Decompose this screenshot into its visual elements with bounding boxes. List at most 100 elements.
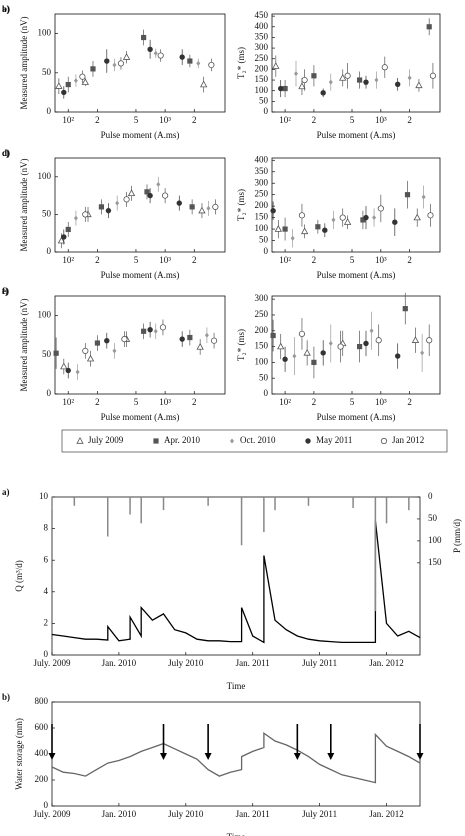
y-tick-label: 0 bbox=[47, 106, 52, 116]
plot-frame bbox=[54, 13, 226, 113]
x-axis-label: Time bbox=[227, 681, 246, 691]
marker bbox=[339, 73, 347, 81]
marker bbox=[298, 330, 306, 338]
y-tick-label: 100 bbox=[255, 356, 269, 366]
x-tick-label: 10³ bbox=[375, 115, 387, 125]
marker bbox=[76, 436, 84, 444]
marker bbox=[187, 58, 193, 64]
y2-axis-label: P (mm/d) bbox=[452, 519, 462, 553]
y-tick-label: 200 bbox=[35, 774, 49, 784]
y-tick-label: 0 bbox=[47, 246, 52, 256]
x-axis-label: Pulse moment (A.ms) bbox=[317, 412, 396, 422]
y-tick-label: 6 bbox=[44, 554, 49, 564]
data-line bbox=[51, 731, 421, 784]
y-tick-label: 400 bbox=[255, 21, 269, 31]
plot-frame bbox=[51, 701, 421, 807]
marker bbox=[81, 78, 89, 85]
y-tick-label: 250 bbox=[255, 189, 269, 199]
x-tick-label: 10³ bbox=[159, 255, 171, 265]
y-tick-label: 350 bbox=[255, 31, 269, 41]
marker bbox=[65, 81, 71, 88]
x-axis-label: Pulse moment (A.ms) bbox=[317, 130, 396, 140]
y-tick-label: 400 bbox=[255, 154, 269, 164]
marker bbox=[75, 369, 80, 375]
panel-label: d) bbox=[2, 148, 10, 158]
marker bbox=[298, 212, 306, 219]
y2-tick-label: 150 bbox=[428, 557, 442, 567]
x-tick-label: Jan. 2010 bbox=[102, 658, 137, 668]
marker bbox=[331, 217, 336, 223]
marker bbox=[200, 80, 208, 88]
marker bbox=[144, 189, 150, 195]
x-tick-label: Jan. 2012 bbox=[369, 809, 404, 819]
marker bbox=[300, 227, 309, 235]
x-tick-label: Jan. 2011 bbox=[236, 658, 270, 668]
marker bbox=[86, 354, 95, 362]
y-tick-label: 0 bbox=[264, 388, 269, 398]
legend-label: Jan 2012 bbox=[392, 435, 424, 445]
marker bbox=[407, 75, 412, 81]
arrow-head bbox=[327, 753, 335, 760]
marker bbox=[57, 236, 66, 244]
marker bbox=[94, 340, 101, 346]
y-tick-label: 300 bbox=[255, 293, 269, 303]
marker bbox=[55, 82, 63, 89]
y-tick-label: 100 bbox=[255, 223, 269, 233]
x-tick-label: 10² bbox=[279, 115, 291, 125]
x-tick-label: Jan. 2012 bbox=[369, 658, 404, 668]
y2-tick-label: 0 bbox=[428, 491, 433, 501]
x-tick-label: 2 bbox=[95, 255, 100, 265]
marker bbox=[117, 60, 125, 67]
marker bbox=[270, 208, 276, 214]
y-tick-label: 150 bbox=[255, 74, 269, 84]
y-tick-label: 100 bbox=[255, 85, 269, 95]
marker bbox=[187, 334, 193, 341]
y-tick-label: 0 bbox=[264, 246, 269, 256]
plot-frame bbox=[271, 13, 441, 113]
y-tick-label: 350 bbox=[255, 166, 269, 176]
y-tick-label: 100 bbox=[38, 28, 52, 38]
marker bbox=[339, 214, 346, 221]
x-tick-label: 5 bbox=[134, 115, 139, 125]
x-tick-label: 2 bbox=[95, 115, 100, 125]
marker bbox=[127, 189, 136, 197]
marker bbox=[82, 347, 89, 354]
panel-label: b) bbox=[2, 692, 10, 702]
panel-label: f) bbox=[2, 286, 8, 296]
marker bbox=[272, 62, 280, 69]
y-tick-label: 250 bbox=[255, 309, 269, 319]
marker bbox=[394, 81, 401, 88]
marker bbox=[315, 224, 321, 230]
marker bbox=[421, 194, 426, 200]
legend-label: Oct. 2010 bbox=[240, 435, 276, 445]
x-axis-label: Time bbox=[227, 832, 246, 836]
y-tick-label: 0 bbox=[264, 106, 269, 116]
marker bbox=[210, 337, 218, 344]
marker bbox=[153, 438, 159, 444]
y-tick-label: 50 bbox=[42, 349, 52, 359]
x-axis-label: Pulse moment (A.ms) bbox=[101, 412, 180, 422]
marker bbox=[420, 350, 425, 356]
y-axis-label: Measured amplitude (nV) bbox=[19, 159, 29, 252]
marker bbox=[159, 324, 167, 331]
marker bbox=[381, 64, 388, 71]
marker bbox=[79, 73, 86, 80]
y-tick-label: 400 bbox=[35, 748, 49, 758]
x-tick-label: 10² bbox=[279, 397, 291, 407]
x-axis-label: Pulse moment (A.ms) bbox=[317, 270, 396, 280]
marker bbox=[372, 215, 377, 221]
y-tick-label: 50 bbox=[259, 372, 269, 382]
x-tick-label: July 2010 bbox=[168, 809, 204, 819]
x-tick-label: 2 bbox=[192, 397, 197, 407]
marker bbox=[189, 204, 195, 210]
marker bbox=[356, 77, 363, 83]
y-tick-label: 50 bbox=[259, 95, 269, 105]
plot-frame bbox=[271, 295, 441, 395]
marker bbox=[305, 438, 311, 444]
marker bbox=[282, 356, 288, 362]
y-tick-label: 200 bbox=[255, 325, 269, 335]
marker bbox=[404, 192, 411, 198]
marker bbox=[153, 50, 158, 56]
x-tick-label: Jan. 2010 bbox=[102, 809, 137, 819]
